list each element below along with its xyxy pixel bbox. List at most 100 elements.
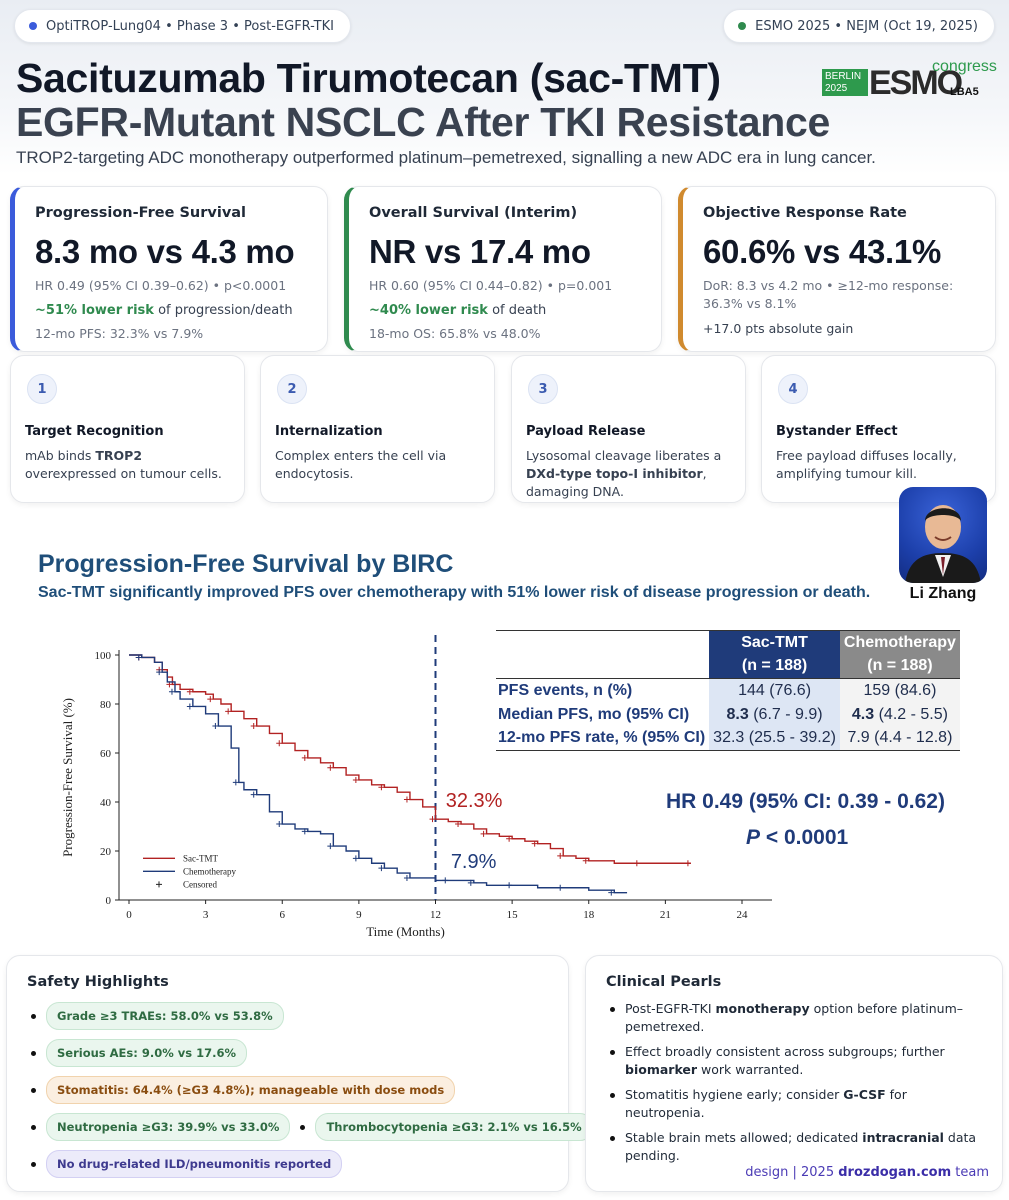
legend-label: Sac-TMT: [183, 853, 218, 863]
credit-pre: design | 2025: [745, 1165, 839, 1180]
stat-highlight-line: ~40% lower risk of death: [369, 303, 661, 318]
x-tick-label: 9: [356, 909, 362, 921]
safety-chip: Serious AEs: 9.0% vs 17.6%: [46, 1039, 247, 1067]
x-tick-label: 21: [660, 909, 671, 921]
list-item: No drug-related ILD/pneumonitis reported: [27, 1150, 568, 1178]
abstract-number: LBA5: [950, 86, 979, 98]
pearl-bold: intracranial: [862, 1130, 944, 1145]
y-tick-label: 40: [100, 797, 112, 809]
pearl-text: Post-EGFR-TKI monotherapy option before …: [625, 1000, 982, 1036]
step-description: Free payload diffuses locally, amplifyin…: [776, 447, 995, 483]
stat-value: 60.6% vs 43.1%: [703, 233, 941, 270]
design-credit: design | 2025 drozdogan.com team: [745, 1165, 989, 1180]
bullet-icon: [31, 1087, 36, 1093]
censor-mark: [250, 791, 257, 798]
pearl-bold: monotherapy: [715, 1001, 810, 1016]
censor-mark: [506, 882, 513, 889]
list-item: Grade ≥3 TRAEs: 58.0% vs 53.8%: [27, 1002, 568, 1030]
y-tick-label: 60: [100, 748, 112, 760]
x-tick-label: 24: [737, 909, 749, 921]
pearl-pre: Stomatitis hygiene early; consider: [625, 1087, 844, 1102]
bullet-icon: [31, 1161, 36, 1167]
meeting-dot-icon: [738, 22, 747, 30]
stat-card-orr: Objective Response Rate 60.6% vs 43.1% D…: [678, 186, 996, 352]
censor-mark: [582, 857, 589, 864]
y-tick-label: 20: [100, 846, 112, 858]
safety-chip: Neutropenia ≥G3: 39.9% vs 33.0%: [46, 1113, 291, 1141]
censor-mark: [327, 843, 334, 850]
pearl-bold: biomarker: [625, 1062, 698, 1077]
stat-label: Overall Survival (Interim): [369, 205, 578, 221]
step-description: Lysosomal cleavage liberates a DXd-type …: [526, 447, 745, 501]
esmo-congress-logo: BERLIN 2025 ESMO congress LBA5: [822, 58, 997, 110]
x-axis-label: Time (Months): [366, 924, 445, 939]
censor-mark: [608, 889, 615, 896]
stat-highlight-rest: of progression/death: [153, 303, 293, 318]
bullet-icon: [610, 1007, 615, 1012]
censor-mark: [276, 740, 283, 747]
censor-mark: [403, 874, 410, 881]
list-item: Serious AEs: 9.0% vs 17.6%: [27, 1039, 568, 1067]
pearl-post: work warranted.: [697, 1062, 804, 1077]
stat-highlight: ~51% lower risk: [35, 303, 154, 318]
hazard-ratio-text: HR 0.49 (95% CI: 0.39 - 0.62): [666, 790, 945, 813]
col-n-sac: (n = 188): [709, 654, 840, 679]
x-tick-label: 0: [126, 909, 132, 921]
series-line-chemotherapy: [129, 654, 628, 894]
p-label: P: [746, 826, 761, 849]
censor-mark: [352, 855, 359, 862]
bullet-icon: [31, 1124, 36, 1130]
censor-mark: [557, 884, 564, 891]
censor-mark: [442, 877, 449, 884]
table-header-row-n: (n = 188) (n = 188): [496, 654, 960, 679]
list-item: Stomatitis: 64.4% (≥G3 4.8%); manageable…: [27, 1076, 568, 1104]
row-label: 12-mo PFS rate, % (95% CI): [498, 729, 706, 747]
legend-censor-icon: [156, 881, 162, 888]
step-desc-bold: DXd-type topo-I inhibitor: [526, 466, 703, 481]
table-row: 12-mo PFS rate, % (95% CI) 32.3 (25.5 - …: [496, 726, 960, 751]
esmo-congress-text: congress: [932, 58, 997, 75]
step-number-badge: 1: [27, 374, 57, 404]
y-tick-label: 100: [95, 650, 112, 662]
esmo-wordmark: ESMO: [869, 64, 963, 102]
table-corner: [496, 654, 710, 679]
cell-text: (4.2 - 5.5): [874, 705, 948, 723]
page-title-line1: Sacituzumab Tirumotecan (sac-TMT): [16, 55, 721, 101]
censor-mark: [250, 723, 257, 730]
step-card-4: 4 Bystander Effect Free payload diffuses…: [761, 355, 996, 503]
safety-chip: Thrombocytopenia ≥G3: 2.1% vs 16.5%: [315, 1113, 593, 1141]
censor-mark: [186, 688, 193, 695]
pearl-pre: Effect broadly consistent across subgrou…: [625, 1044, 945, 1059]
stat-card-pfs: Progression-Free Survival 8.3 mo vs 4.3 …: [10, 186, 328, 352]
credit-link[interactable]: drozdogan.com: [838, 1165, 952, 1180]
bullet-icon: [610, 1136, 615, 1141]
stat-footer: 18-mo OS: 65.8% vs 48.0%: [369, 326, 541, 341]
censor-mark: [212, 723, 219, 730]
cell-bold: 8.3: [726, 705, 749, 723]
censor-mark: [455, 821, 462, 828]
censor-mark: [557, 852, 564, 859]
safety-card: Safety Highlights Grade ≥3 TRAEs: 58.0% …: [6, 955, 593, 1192]
page-title-line2: EGFR-Mutant NSCLC After TKI Resistance: [16, 99, 830, 145]
page-subtitle: TROP2-targeting ADC monotherapy outperfo…: [16, 148, 876, 167]
step-card-3: 3 Payload Release Lysosomal cleavage lib…: [511, 355, 746, 503]
censor-mark: [232, 779, 239, 786]
stat-label: Progression-Free Survival: [35, 205, 247, 221]
pfs-section-title: Progression-Free Survival by BIRC: [38, 550, 454, 578]
pearl-bold: G-CSF: [843, 1087, 886, 1102]
censor-mark: [186, 703, 193, 710]
pearl-post: data pending.: [625, 1130, 977, 1163]
safety-chip: No drug-related ILD/pneumonitis reported: [46, 1150, 343, 1178]
censor-mark: [429, 816, 436, 823]
pearl-post: for neutropenia.: [625, 1087, 907, 1120]
col-n-chemo: (n = 188): [839, 654, 960, 679]
bullet-icon: [610, 1050, 615, 1055]
step-title: Bystander Effect: [776, 424, 898, 439]
bullet-icon: [31, 1013, 36, 1019]
list-item: Effect broadly consistent across subgrou…: [606, 1043, 982, 1079]
cell-text: 7.9 (4.4 - 12.8): [847, 729, 953, 747]
censor-mark: [633, 860, 640, 867]
stat-footer: +17.0 pts absolute gain: [703, 321, 854, 336]
stat-label: Objective Response Rate: [703, 205, 907, 221]
step-desc-pre: Free payload diffuses locally, amplifyin…: [776, 448, 957, 481]
